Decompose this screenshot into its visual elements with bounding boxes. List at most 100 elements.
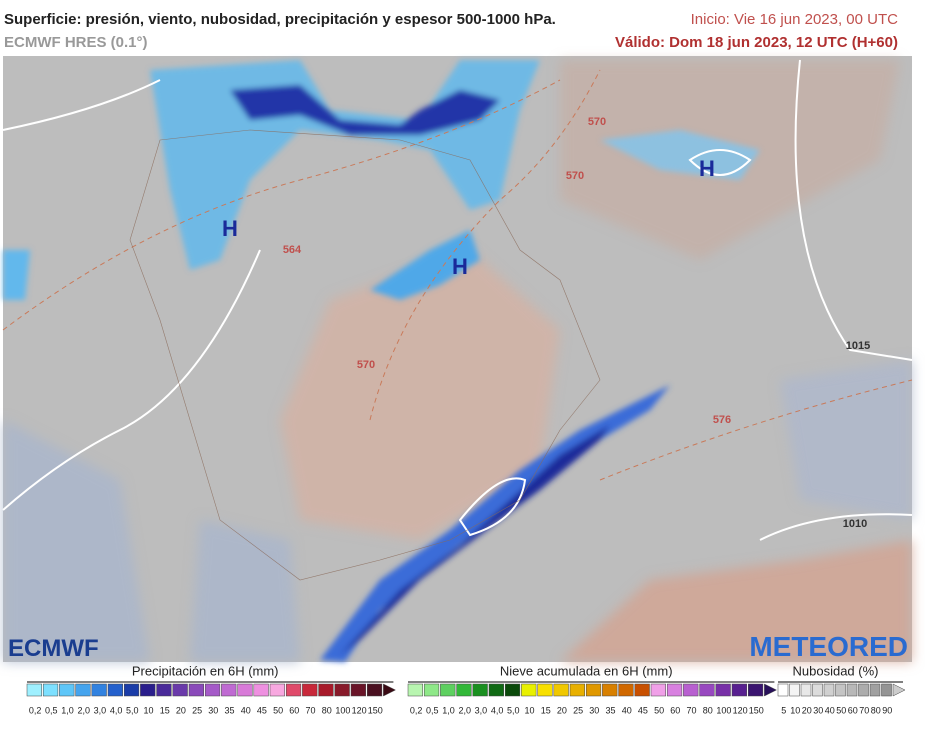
legend-label: 5,0 — [126, 705, 139, 715]
ecmwf-logo: ECMWF — [8, 635, 99, 662]
pressure-high: H — [222, 216, 238, 241]
legend-label: 30 — [589, 705, 599, 715]
legend-label: 50 — [836, 705, 846, 715]
legend-swatch — [618, 683, 634, 697]
legend-title: Nubosidad (%) — [793, 663, 879, 678]
legend-label: 70 — [305, 705, 315, 715]
legend-swatch — [666, 683, 683, 697]
legend-swatch — [812, 683, 823, 697]
legend-label: 80 — [322, 705, 332, 715]
legend-swatch — [59, 683, 75, 697]
thickness-lines — [2, 69, 913, 481]
legend-swatch — [602, 683, 618, 697]
legend-label: 40 — [241, 705, 251, 715]
legend-swatch — [42, 683, 59, 697]
legend-swatch — [334, 683, 350, 697]
legend-label: 50 — [273, 705, 283, 715]
legend-swatch — [407, 683, 423, 697]
terrain — [3, 60, 912, 662]
legend-swatch — [585, 683, 602, 697]
legend-label: 120 — [733, 705, 748, 715]
legend-swatch — [423, 683, 440, 697]
legend-swatch — [123, 683, 140, 697]
legend-label: 120 — [352, 705, 367, 715]
valid-time: Válido: Dom 18 jun 2023, 12 UTC (H+60) — [614, 34, 898, 51]
legend-swatch — [269, 683, 285, 697]
legend-swatch — [156, 683, 172, 697]
legend-arrow — [764, 683, 777, 697]
pressure-high: H — [699, 156, 715, 181]
legend-label: 70 — [686, 705, 696, 715]
thickness-label: 564 — [283, 244, 302, 256]
legend-label: 70 — [859, 705, 869, 715]
thickness-label: 576 — [713, 414, 731, 426]
legend-swatch — [318, 683, 334, 697]
legend-label: 0,5 — [426, 705, 439, 715]
legend-swatch — [285, 683, 302, 697]
legend-swatch — [835, 683, 846, 697]
legend-label: 25 — [573, 705, 583, 715]
borders — [129, 129, 601, 581]
legend-swatch — [204, 683, 221, 697]
legend-label: 40 — [622, 705, 632, 715]
legend-label: 3,0 — [475, 705, 488, 715]
legend-swatch — [75, 683, 91, 697]
legend-swatch — [188, 683, 204, 697]
legend-swatch — [789, 683, 800, 697]
legend-swatch — [823, 683, 835, 697]
legend-title: Precipitación en 6H (mm) — [132, 663, 279, 678]
subtitle: ECMWF HRES (0.1°) — [4, 34, 148, 51]
legend-swatch — [715, 683, 731, 697]
legend-label: 40 — [825, 705, 835, 715]
legend-arrow — [892, 683, 906, 697]
precipitation — [3, 60, 760, 662]
legend-swatch — [881, 683, 892, 697]
legend-label: 45 — [638, 705, 648, 715]
legend-label: 150 — [368, 705, 383, 715]
legend-label: 50 — [654, 705, 664, 715]
legend-label: 30 — [813, 705, 823, 715]
legend-swatch — [107, 683, 123, 697]
legend-label: 0,2 — [29, 705, 42, 715]
legend-label: 60 — [670, 705, 680, 715]
legend-label: 10 — [143, 705, 153, 715]
legend-label: 10 — [790, 705, 800, 715]
legend-swatch — [350, 683, 366, 697]
legend-label: 5 — [781, 705, 786, 715]
legend-label: 30 — [208, 705, 218, 715]
thickness-label: 570 — [357, 359, 375, 371]
legend-label: 15 — [541, 705, 551, 715]
legend-label: 1,0 — [442, 705, 455, 715]
legend-swatch — [521, 683, 537, 697]
legend-label: 90 — [882, 705, 892, 715]
legend-swatch — [366, 683, 383, 697]
isobars — [2, 59, 913, 541]
legend-swatch — [302, 683, 318, 697]
legend-swatch — [777, 683, 789, 697]
legend-label: 0,2 — [410, 705, 423, 715]
pressure-high: H — [452, 254, 468, 279]
legend-label: 35 — [224, 705, 234, 715]
legend-label: 0,5 — [45, 705, 58, 715]
legend-swatch — [869, 683, 881, 697]
legend-label: 5,0 — [507, 705, 520, 715]
legend-swatch — [488, 683, 504, 697]
legend-swatch — [553, 683, 569, 697]
thickness-label: 570 — [566, 170, 584, 182]
legend-swatch — [569, 683, 585, 697]
title: Superficie: presión, viento, nubosidad, … — [4, 11, 556, 28]
legend-label: 4,0 — [110, 705, 123, 715]
legend-label: 100 — [335, 705, 350, 715]
meteored-logo: METEORED — [749, 631, 908, 662]
isobar-label: 1015 — [846, 340, 870, 352]
legend-label: 15 — [160, 705, 170, 715]
legend-swatch — [634, 683, 650, 697]
legend-label: 80 — [871, 705, 881, 715]
legend-label: 25 — [192, 705, 202, 715]
legend-swatch — [537, 683, 553, 697]
legend-label: 80 — [703, 705, 713, 715]
legend-label: 1,0 — [61, 705, 74, 715]
legend-swatch — [699, 683, 715, 697]
legend-label: 20 — [802, 705, 812, 715]
